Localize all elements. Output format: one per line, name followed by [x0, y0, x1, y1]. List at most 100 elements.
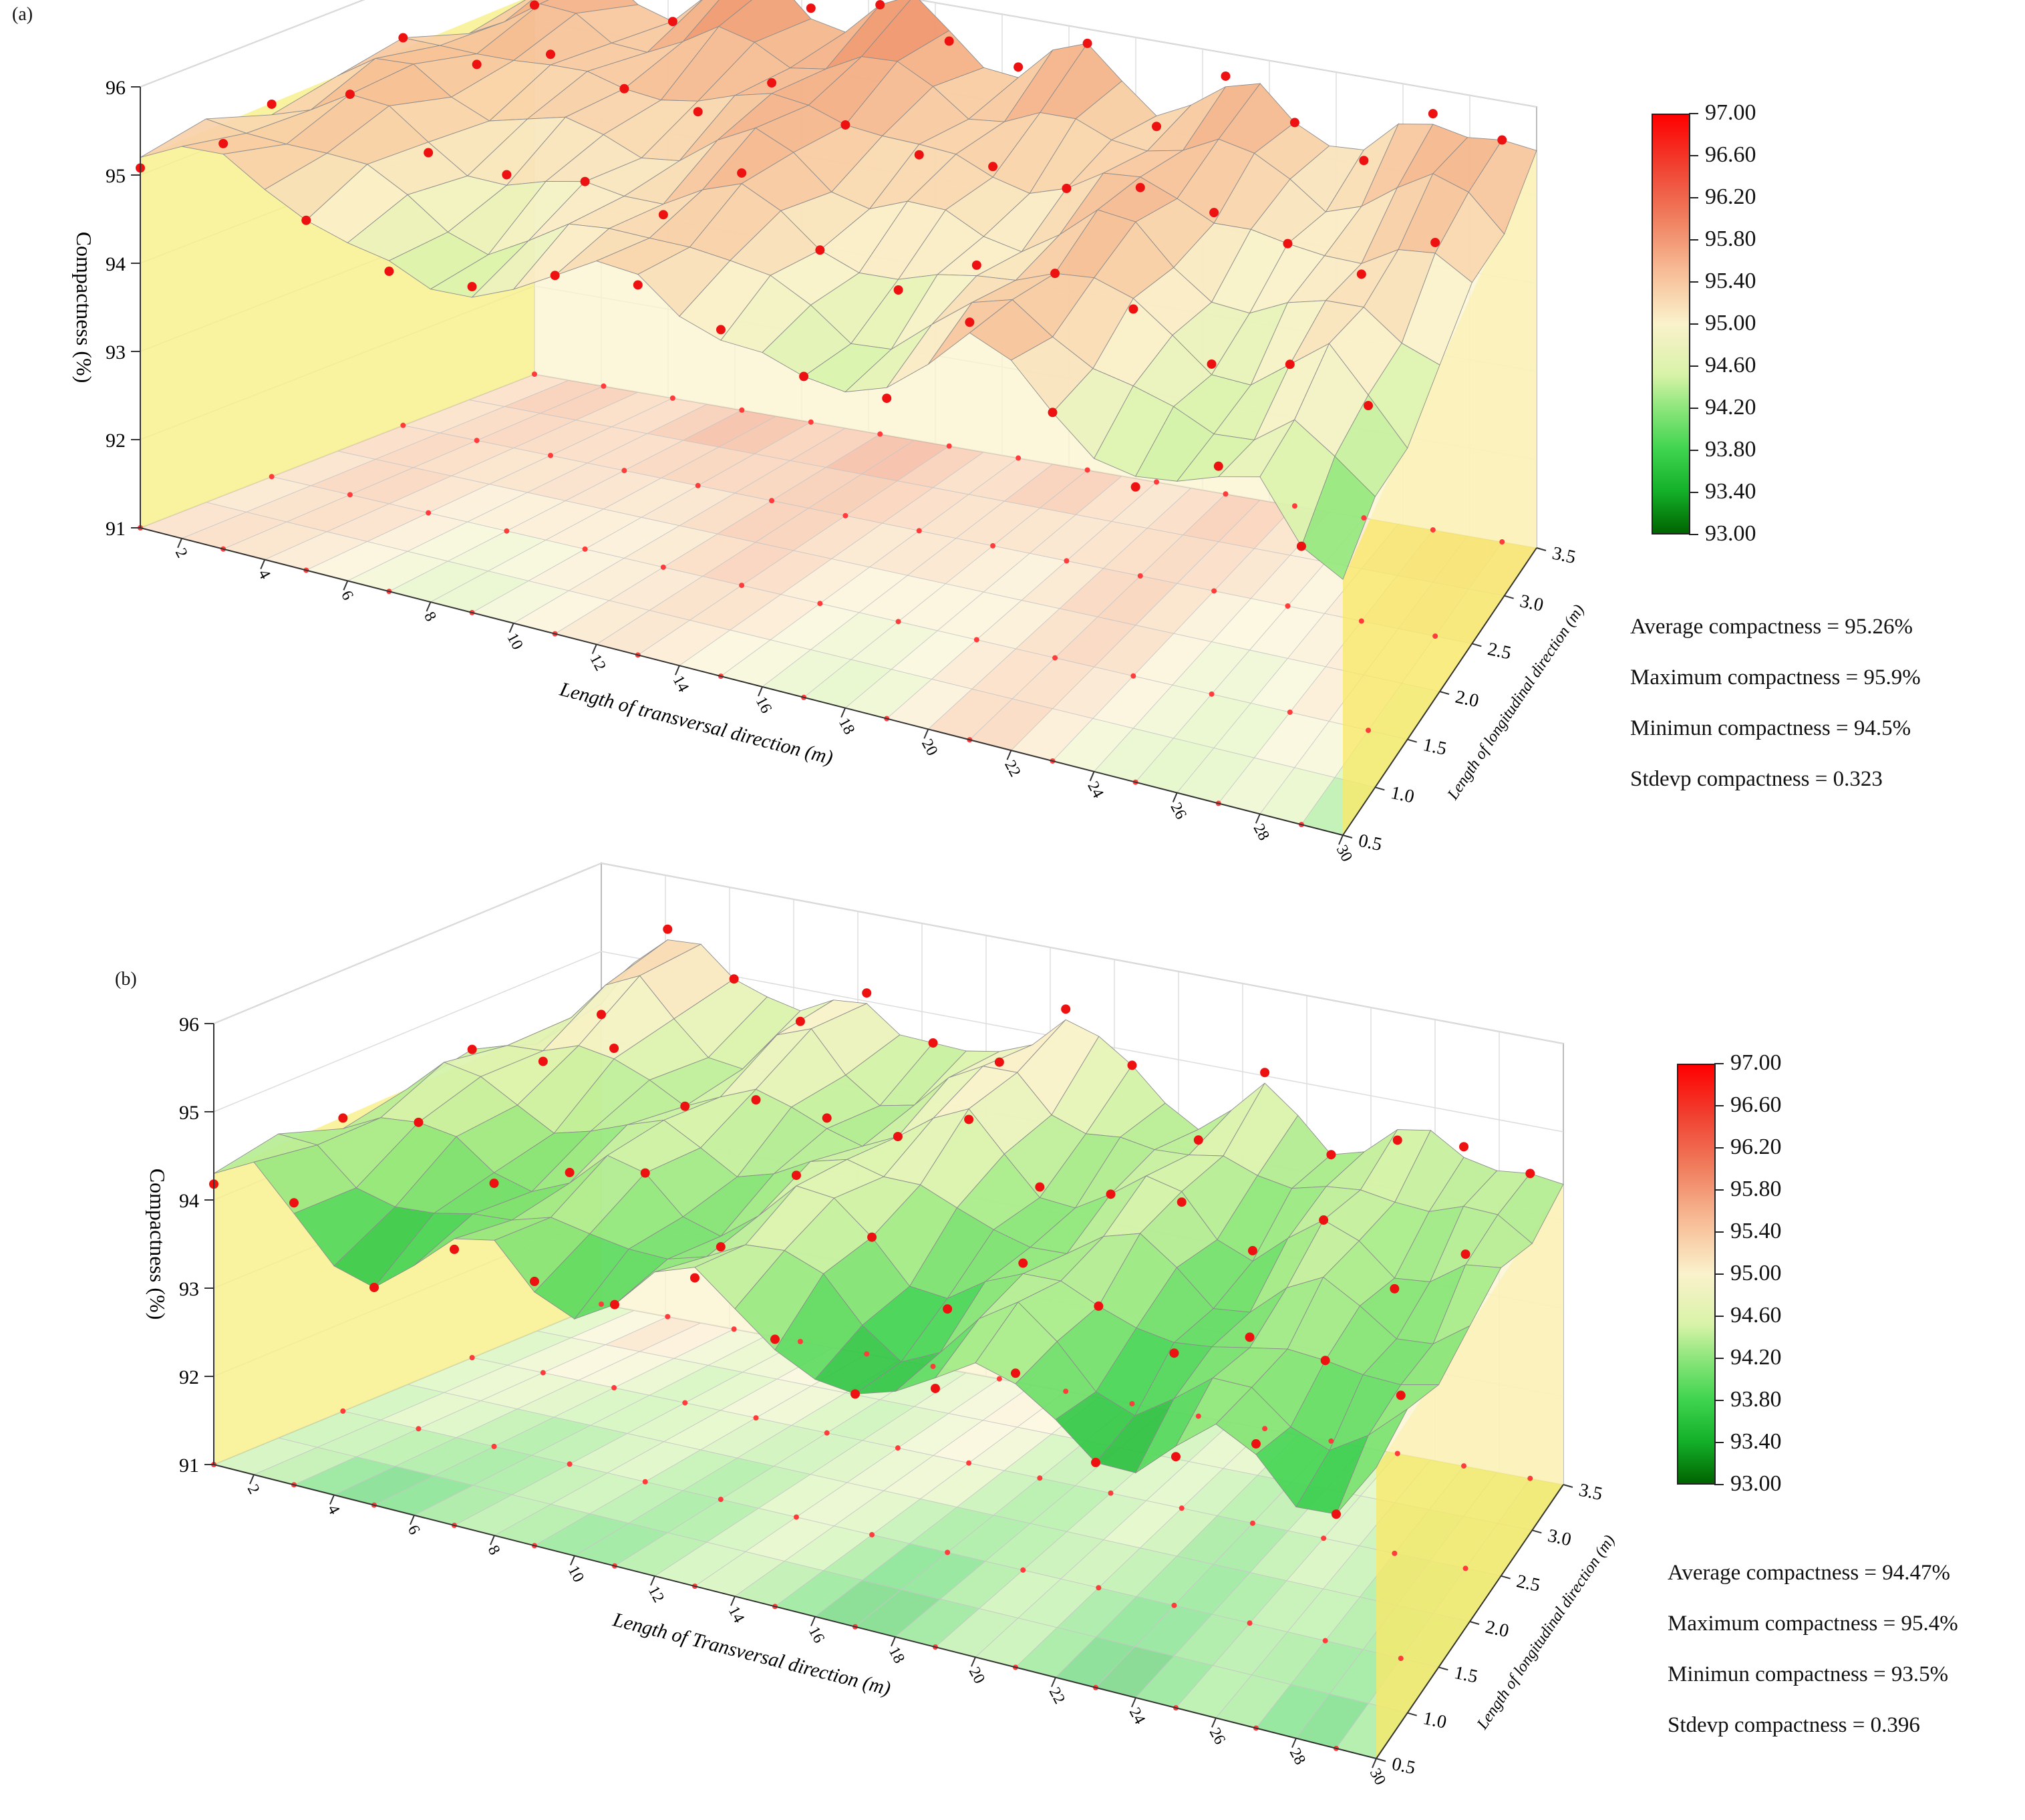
y-tick-label: 1.5 — [1421, 734, 1448, 760]
data-point — [690, 1273, 699, 1283]
data-point — [633, 280, 643, 290]
x-tick — [570, 1555, 575, 1565]
x-tick — [1372, 1758, 1377, 1769]
floor-point — [1020, 1567, 1026, 1573]
colorbar-tick: 93.40 — [1689, 479, 1756, 504]
floor-point — [340, 1408, 346, 1414]
floor-point — [1084, 467, 1090, 473]
x-tick-label: 30 — [1333, 843, 1356, 865]
data-point — [1390, 1283, 1400, 1294]
y-tick — [1407, 738, 1417, 743]
floor-point — [817, 601, 823, 607]
data-point — [806, 3, 816, 13]
data-point — [1177, 1197, 1187, 1207]
floor-point — [426, 510, 432, 516]
floor-point — [731, 1326, 737, 1332]
y-tick-label: 1.0 — [1421, 1708, 1448, 1733]
floor-point — [642, 1479, 648, 1485]
z-tick-label: 94 — [106, 253, 126, 275]
data-point — [1094, 1301, 1104, 1311]
colorbar-tick: 95.80 — [1714, 1177, 1782, 1201]
data-point — [369, 1282, 379, 1292]
floor-point — [916, 528, 922, 534]
stats-block: Average compactness = 94.47% Maximum com… — [1668, 1547, 1958, 1751]
floor-point — [1499, 539, 1505, 545]
data-point — [1525, 1169, 1535, 1179]
data-point — [971, 260, 981, 270]
y-tick — [1501, 1575, 1511, 1579]
floor-point — [665, 1314, 671, 1320]
x-tick — [840, 708, 846, 718]
floor-point — [1287, 709, 1293, 715]
colorbar-tick: 97.00 — [1689, 100, 1756, 125]
y-tick — [1376, 1758, 1386, 1762]
x-tick-label: 4 — [255, 567, 274, 582]
stat-maximum: Maximum compactness = 95.9% — [1630, 665, 1921, 690]
floor-point — [739, 583, 745, 589]
data-point — [502, 170, 512, 180]
data-point — [893, 285, 903, 295]
floor-point — [347, 492, 353, 498]
data-point — [472, 59, 482, 69]
y-tick-label: 2.5 — [1515, 1571, 1542, 1596]
data-point — [1011, 1368, 1020, 1378]
floor-point — [416, 1426, 422, 1432]
data-point — [1213, 461, 1223, 471]
data-point — [338, 1113, 348, 1123]
surface — [140, 0, 1537, 580]
floor-point — [1321, 1535, 1327, 1541]
floor-point — [1130, 673, 1136, 679]
stat-stdevp: Stdevp compactness = 0.323 — [1630, 767, 1883, 791]
surface — [213, 939, 1564, 1515]
floor-point — [682, 1400, 688, 1406]
data-point — [850, 1389, 860, 1399]
x-tick-label: 10 — [565, 1563, 587, 1585]
data-point — [610, 1300, 619, 1310]
floor-point — [1037, 1475, 1043, 1481]
floor-point — [769, 498, 775, 504]
x-tick — [758, 686, 763, 697]
data-point — [580, 176, 590, 186]
x-tick — [971, 1656, 976, 1667]
floor-point — [895, 619, 901, 625]
y-tick-label: 2.5 — [1486, 639, 1513, 664]
floor-point — [1096, 1585, 1102, 1591]
data-point — [799, 371, 809, 382]
panel-a: (a) 91 92 93 94 95 96 Compactness (%) 2 4 6 8 10 12 1… — [12, 0, 1921, 865]
data-point — [1460, 1249, 1470, 1259]
data-point — [414, 1117, 424, 1127]
floor-point — [869, 1532, 875, 1538]
y-tick-label: 3.0 — [1518, 591, 1545, 616]
floor-point — [540, 1370, 546, 1376]
floor-point — [946, 443, 952, 449]
stat-minimum: Minimun compactness = 94.5% — [1630, 716, 1911, 740]
floor-point — [1137, 573, 1143, 579]
data-point — [1207, 359, 1217, 369]
x-tick-label: 2 — [244, 1482, 263, 1497]
data-point — [1296, 541, 1306, 551]
data-point — [1209, 208, 1219, 218]
data-point — [1260, 1068, 1270, 1078]
data-point — [597, 1010, 606, 1020]
data-point — [1285, 359, 1295, 369]
x-tick — [674, 665, 680, 675]
x-tick-label: 30 — [1366, 1766, 1389, 1788]
x-tick — [891, 1636, 896, 1647]
x-tick-label: 4 — [324, 1502, 343, 1517]
floor-point — [1179, 1505, 1185, 1511]
floor-point — [1322, 1638, 1328, 1644]
floor-point — [1432, 633, 1438, 639]
z-axis-label: Compactness (%) — [72, 232, 96, 384]
x-tick-label: 12 — [586, 651, 609, 673]
data-point — [1050, 269, 1060, 279]
y-tick-label: 0.5 — [1357, 830, 1384, 856]
panel-label: (b) — [115, 969, 137, 990]
floor-point — [1129, 1400, 1135, 1406]
colorbar-tick: 94.60 — [1689, 353, 1756, 377]
floor-point — [1430, 527, 1436, 533]
z-axis-label: Compactness (%) — [146, 1169, 170, 1320]
z-tick-label: 96 — [179, 1014, 199, 1036]
floor-point — [469, 1355, 475, 1360]
floor-point — [1211, 588, 1217, 594]
colorbar — [1677, 1064, 1716, 1485]
